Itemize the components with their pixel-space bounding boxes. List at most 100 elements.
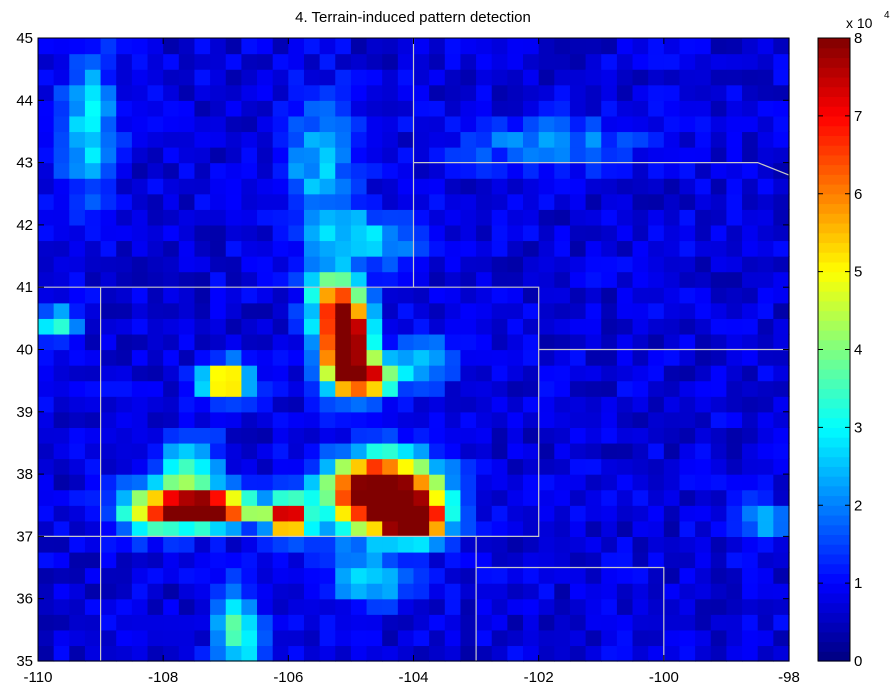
heatmap-cell: [601, 318, 618, 335]
heatmap-cell: [84, 520, 102, 537]
colorbar-segment: [818, 583, 850, 594]
heatmap-cell: [648, 567, 665, 584]
heatmap-cell: [632, 380, 649, 397]
heatmap-cell: [616, 365, 634, 382]
heatmap-cell: [773, 287, 790, 304]
heatmap-cell: [397, 567, 415, 584]
heatmap-cell: [319, 629, 336, 647]
heatmap-cell: [131, 115, 149, 133]
colorbar-segment: [818, 154, 850, 166]
heatmap-cell: [742, 349, 759, 366]
heatmap-cell: [429, 38, 446, 55]
heatmap-cell: [523, 256, 540, 273]
heatmap-cell: [726, 629, 743, 647]
heatmap-cell: [178, 131, 196, 148]
heatmap-cell: [554, 240, 571, 257]
heatmap-cell: [710, 147, 728, 164]
heatmap-cell: [648, 520, 665, 537]
heatmap-cell: [116, 411, 133, 428]
heatmap-cell: [554, 349, 571, 366]
heatmap-cell: [663, 474, 681, 491]
heatmap-cell: [663, 629, 681, 647]
heatmap-cell: [413, 598, 430, 615]
heatmap-cell: [773, 178, 790, 195]
heatmap-cell: [757, 162, 774, 179]
heatmap-cell: [366, 629, 383, 647]
heatmap-cell: [350, 629, 368, 647]
heatmap-cell: [444, 614, 462, 631]
heatmap-cell: [38, 583, 55, 600]
heatmap-cell: [194, 614, 211, 631]
heatmap-cell: [225, 583, 242, 600]
heatmap-cell: [538, 224, 555, 242]
heatmap-cell: [131, 84, 149, 101]
heatmap-cell: [757, 474, 774, 491]
heatmap-cell: [663, 193, 681, 210]
heatmap-cell: [460, 567, 477, 584]
heatmap-cell: [648, 396, 665, 413]
heatmap-cell: [397, 162, 415, 179]
heatmap-cell: [679, 629, 696, 647]
heatmap-cell: [147, 271, 164, 288]
heatmap-cell: [507, 474, 524, 491]
heatmap-cell: [38, 396, 55, 413]
heatmap-cell: [444, 442, 462, 460]
heatmap-cell: [773, 505, 790, 522]
heatmap-cell: [585, 100, 602, 117]
heatmap-cell: [38, 193, 55, 210]
heatmap-cell: [257, 209, 274, 226]
heatmap-cell: [225, 38, 242, 55]
heatmap-cell: [554, 411, 571, 428]
heatmap-cell: [100, 131, 117, 148]
heatmap-cell: [257, 115, 274, 133]
heatmap-cell: [147, 380, 164, 397]
heatmap-cell: [178, 38, 196, 55]
heatmap-cell: [272, 271, 289, 288]
heatmap-cell: [444, 271, 462, 288]
heatmap-cell: [303, 598, 321, 615]
heatmap-cell: [335, 131, 352, 148]
heatmap-cell: [350, 240, 368, 257]
heatmap-cell: [131, 411, 149, 428]
heatmap-cell: [460, 365, 477, 382]
heatmap-cell: [397, 442, 415, 460]
heatmap-cell: [554, 536, 571, 553]
heatmap-cell: [84, 567, 102, 584]
heatmap-cell: [194, 162, 211, 179]
heatmap-cell: [695, 567, 712, 584]
heatmap-cell: [632, 474, 649, 491]
heatmap-cell: [476, 84, 493, 101]
heatmap-cell: [131, 162, 149, 179]
heatmap-cell: [460, 520, 477, 537]
colorbar-tick-label: 0: [854, 653, 862, 670]
heatmap-cell: [163, 256, 180, 273]
y-tick-label: 38: [16, 466, 33, 483]
heatmap-cell: [272, 318, 289, 335]
heatmap-cell: [616, 411, 634, 428]
heatmap-cell: [241, 396, 258, 413]
heatmap-cell: [710, 427, 728, 444]
heatmap-cell: [585, 224, 602, 242]
heatmap-cell: [523, 458, 540, 475]
heatmap-cell: [303, 380, 321, 397]
heatmap-cell: [726, 115, 743, 133]
heatmap-cell: [773, 84, 790, 101]
heatmap-cell: [38, 147, 55, 164]
heatmap-cell: [742, 442, 759, 460]
heatmap-cell: [523, 489, 540, 506]
heatmap-cell: [757, 551, 774, 569]
heatmap-cell: [523, 614, 540, 631]
heatmap-cell: [507, 224, 524, 242]
heatmap-cell: [225, 567, 242, 584]
heatmap-cell: [460, 614, 477, 631]
heatmap-cell: [194, 38, 211, 55]
heatmap-cell: [773, 645, 790, 662]
heatmap-cell: [679, 271, 696, 288]
heatmap-cell: [632, 115, 649, 133]
heatmap-cell: [350, 411, 368, 428]
heatmap-cell: [569, 256, 587, 273]
heatmap-cell: [601, 427, 618, 444]
colorbar-segment: [818, 349, 850, 360]
heatmap-cell: [663, 411, 681, 428]
heatmap-cell: [178, 302, 196, 319]
